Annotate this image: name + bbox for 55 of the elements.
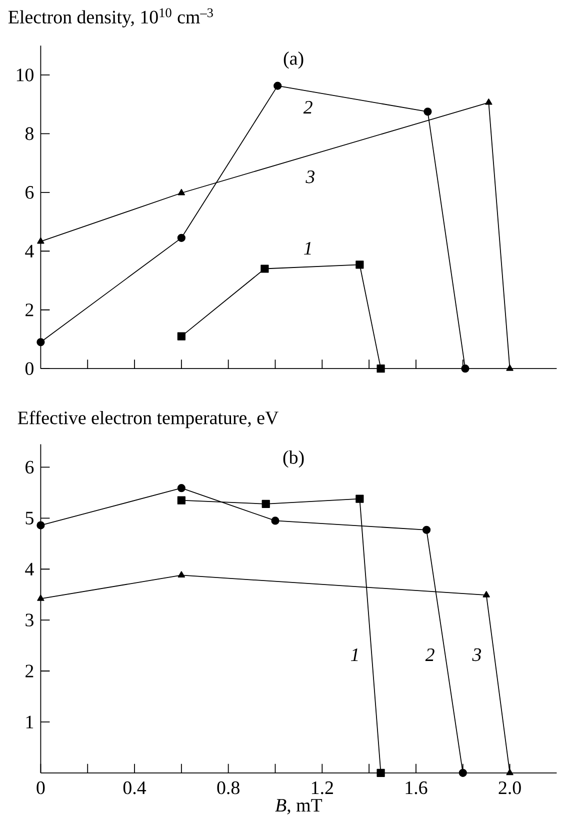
y-tick-label: 2	[26, 664, 34, 678]
y-tick-label: 8	[25, 127, 34, 140]
point	[262, 500, 270, 508]
point	[458, 768, 467, 777]
y-tick-label: 0	[25, 362, 34, 375]
point	[461, 364, 470, 373]
y-tick-label: 5	[26, 512, 34, 524]
y-tick-label: 2	[26, 304, 34, 316]
point	[356, 260, 364, 269]
point	[37, 594, 44, 601]
point	[485, 98, 492, 105]
y-tick-label: 4	[25, 562, 34, 576]
point	[376, 364, 385, 373]
series-label: 3	[472, 648, 482, 662]
point	[274, 82, 282, 90]
x-tick-label: 0	[36, 781, 45, 794]
x-axis-title: B, mT	[275, 799, 322, 814]
point	[177, 332, 186, 340]
point	[482, 591, 490, 598]
y-tick-label: 10	[16, 68, 34, 82]
point	[271, 516, 280, 525]
y-tick-label: 6	[26, 460, 34, 474]
x-tick-label: 0.4	[123, 781, 146, 794]
point	[36, 338, 45, 346]
series-label: 2	[425, 648, 434, 661]
point	[177, 484, 186, 492]
point	[177, 496, 186, 504]
chart-title: Effective electron temperature, eV	[18, 410, 278, 428]
y-tick-label: 3	[26, 614, 34, 626]
point	[506, 364, 514, 371]
series-label: 3	[306, 170, 315, 184]
y-tick-label: 4	[25, 244, 34, 258]
x-tick-label: 1.6	[406, 781, 428, 794]
x-tick-label: 2.0	[498, 781, 521, 794]
annotation: (b)	[283, 450, 304, 468]
point	[506, 768, 514, 776]
point	[177, 234, 186, 242]
point	[422, 526, 431, 534]
chart-title: Electron density, 10$^{10}$ cm$^{–3}$	[8, 8, 213, 28]
point	[260, 264, 269, 273]
y-tick-label: 1	[26, 716, 34, 728]
point	[36, 521, 45, 530]
point	[376, 768, 385, 777]
annotation: (a)	[284, 52, 304, 69]
point	[37, 237, 44, 244]
x-tick-label: 0.8	[217, 781, 240, 794]
y-tick-label: 6	[26, 186, 34, 199]
point	[356, 494, 364, 503]
x-tick-label: 1.2	[312, 781, 333, 794]
series-label: 1	[304, 242, 311, 254]
point	[178, 188, 185, 196]
point	[424, 108, 432, 116]
series-label: 2	[303, 100, 312, 114]
series-label: 1	[350, 648, 358, 661]
point	[178, 571, 185, 578]
